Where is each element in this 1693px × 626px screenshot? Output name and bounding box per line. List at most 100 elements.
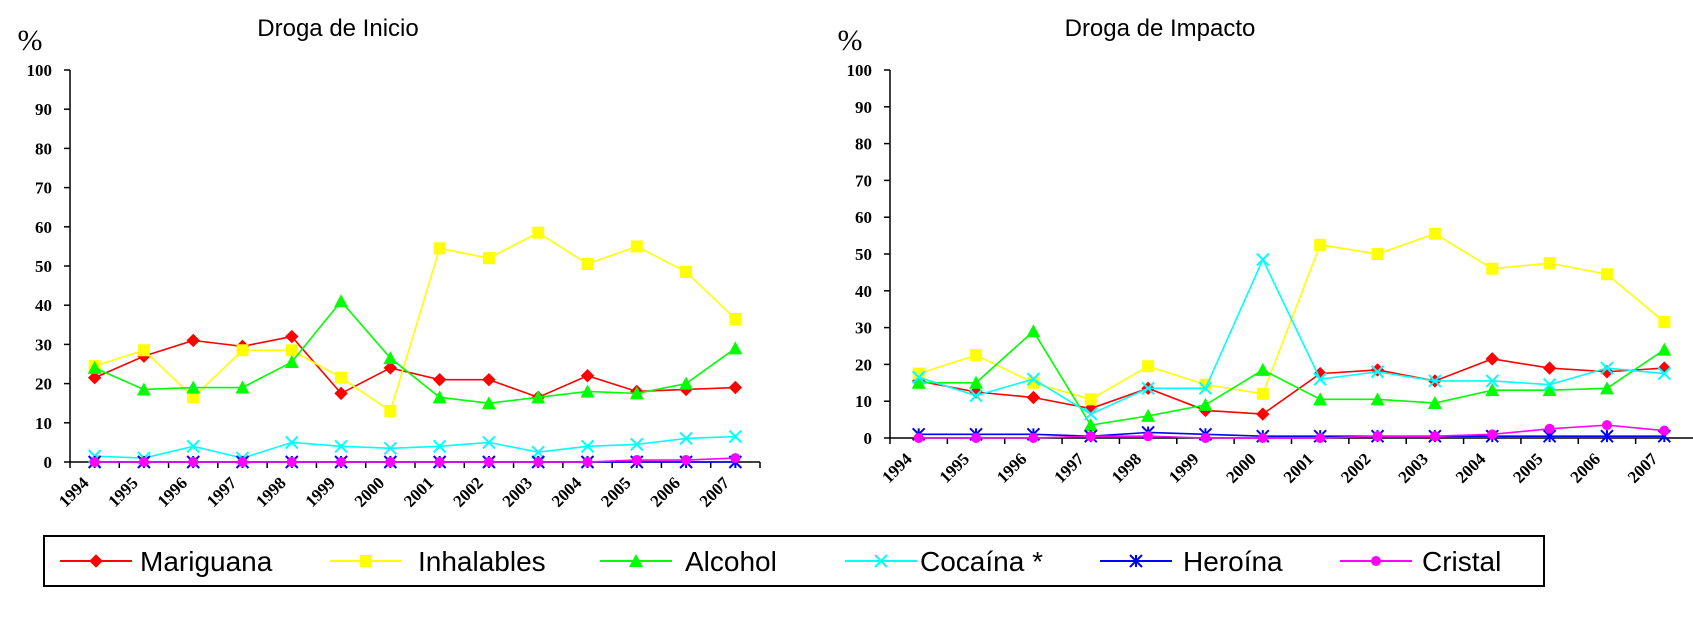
legend-entry: Cristal: [1340, 546, 1501, 577]
data-point: [1256, 387, 1269, 400]
data-point: [137, 344, 150, 357]
data-point: [1427, 396, 1442, 410]
data-point: [679, 376, 694, 390]
legend-marker: [360, 555, 372, 567]
y-tick-label: 100: [27, 61, 53, 80]
legend-label: Heroína: [1183, 546, 1283, 577]
data-point: [630, 437, 644, 452]
x-tick-label: 1997: [1050, 449, 1088, 487]
plot-area: 0 10 20 30 40 50 60 70 80 90 100 1994 1995 1996 1997 19…: [847, 61, 1693, 487]
data-point: [482, 252, 495, 265]
y-tick-label: 40: [35, 296, 52, 315]
data-point: [285, 344, 298, 357]
data-point: [1143, 431, 1154, 442]
data-point: [87, 371, 102, 385]
data-point: [235, 380, 250, 394]
series-line: [94, 335, 736, 399]
legend-marker: [1371, 556, 1381, 566]
x-tick-label: 2005: [597, 473, 634, 510]
legend-label: Cristal: [1422, 546, 1501, 577]
data-point: [913, 433, 924, 443]
y-tick-label: 50: [855, 245, 872, 264]
data-point: [434, 457, 445, 467]
data-point: [728, 380, 743, 395]
data-point: [1601, 420, 1612, 431]
data-point: [631, 455, 642, 466]
y-tick-label: 30: [35, 335, 52, 354]
data-point: [1542, 383, 1557, 397]
data-point: [433, 242, 446, 255]
data-point: [911, 370, 926, 384]
data-point: [483, 457, 494, 467]
data-point: [679, 431, 693, 446]
y-tick-label: 70: [855, 171, 872, 190]
data-point: [1198, 397, 1213, 411]
x-tick-label: 2006: [1567, 449, 1604, 486]
series-alcohol: [87, 294, 743, 410]
data-point: [1256, 252, 1270, 267]
data-point: [1486, 262, 1499, 275]
data-point: [1084, 407, 1098, 421]
x-tick-label: 2002: [449, 473, 486, 510]
x-tick-label: 1994: [55, 473, 93, 511]
legend-entry: Mariguana: [60, 546, 273, 577]
data-point: [1084, 393, 1097, 406]
y-tick-label: 30: [855, 319, 872, 338]
data-point: [911, 375, 926, 389]
data-point: [1542, 361, 1557, 375]
data-point: [89, 457, 100, 467]
data-point: [1544, 423, 1555, 434]
data-point: [284, 355, 299, 369]
data-point: [285, 329, 299, 344]
x-tick-label: 1999: [301, 473, 338, 510]
y-tick-label: 40: [855, 282, 872, 301]
legend-box: [43, 535, 1545, 587]
series-inhalables: [912, 227, 1671, 406]
data-point: [187, 391, 200, 404]
data-point: [580, 439, 595, 454]
data-point: [1085, 431, 1096, 442]
data-point: [1026, 390, 1041, 405]
series-line: [94, 435, 736, 459]
data-point: [1658, 316, 1671, 329]
legend-marker: [874, 554, 888, 568]
data-point: [728, 341, 743, 355]
series-line: [918, 330, 1665, 426]
plot-area: 0 10 20 30 40 50 60 70 80 90 100 1994 1995 1996 1997 19…: [27, 61, 761, 511]
data-point: [912, 367, 925, 380]
data-point: [482, 372, 496, 387]
data-point: [384, 405, 397, 418]
data-point: [1370, 363, 1385, 377]
data-point: [969, 388, 983, 403]
x-tick-label: 1996: [154, 473, 191, 510]
data-point: [1542, 377, 1557, 392]
data-point: [1659, 425, 1670, 436]
x-tick-label: 1995: [104, 473, 141, 510]
data-point: [383, 441, 398, 455]
data-point: [728, 429, 743, 444]
data-point: [432, 439, 447, 454]
data-point: [1370, 365, 1385, 379]
data-point: [1485, 383, 1500, 397]
data-point: [730, 453, 741, 464]
y-axis-label: %: [838, 24, 863, 57]
legend-entry: Heroína: [1100, 546, 1283, 577]
data-point: [680, 265, 693, 278]
data-point: [1487, 429, 1498, 440]
data-point: [1198, 381, 1213, 396]
legend-entry: Alcohol: [600, 546, 777, 577]
y-tick-label: 100: [847, 61, 873, 80]
x-tick-label: 2003: [1395, 449, 1432, 486]
y-tick-label: 90: [35, 100, 52, 119]
data-point: [481, 396, 496, 410]
x-tick-label: 1998: [252, 473, 289, 510]
legend: Mariguana Inhalables Alcohol Cocaína * Heroí…: [43, 535, 1545, 587]
y-tick-label: 60: [855, 208, 872, 227]
data-point: [1600, 268, 1613, 281]
chart-title: Droga de Impacto: [1065, 15, 1256, 42]
data-point: [1026, 372, 1041, 386]
series-line: [94, 231, 736, 413]
data-point: [1142, 360, 1155, 373]
y-tick-label: 10: [35, 414, 52, 433]
